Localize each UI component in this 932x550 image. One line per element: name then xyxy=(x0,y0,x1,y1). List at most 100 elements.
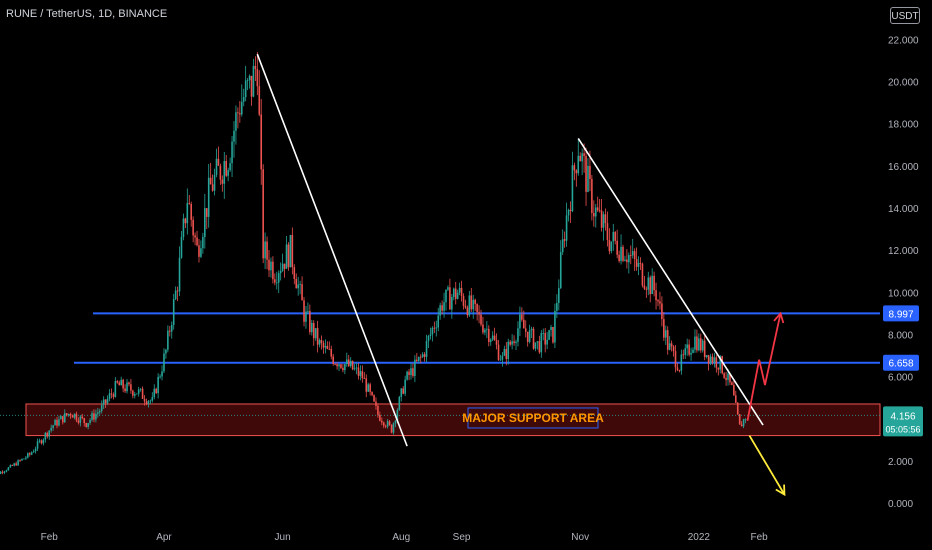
candle-body xyxy=(180,236,183,258)
candle-body xyxy=(108,393,111,399)
candle-body xyxy=(275,282,278,284)
candle-body xyxy=(552,326,554,343)
candle-body xyxy=(558,288,560,303)
candle-body xyxy=(318,340,321,345)
candle-body xyxy=(93,413,95,420)
candle-body xyxy=(604,214,607,224)
candle-body xyxy=(406,371,408,380)
candle-body xyxy=(427,335,430,342)
candle-body xyxy=(668,343,671,350)
y-tick-label: 18.000 xyxy=(888,120,919,131)
candle-body xyxy=(678,370,681,372)
candle-body xyxy=(602,214,605,228)
candle-body xyxy=(246,80,249,81)
candle-body xyxy=(167,330,169,350)
candle-body xyxy=(355,367,358,369)
candle-body xyxy=(137,389,140,394)
candle-body xyxy=(3,471,6,473)
candle-body xyxy=(19,460,21,462)
candle-body xyxy=(143,398,146,402)
candle-body xyxy=(178,257,181,292)
candle-body xyxy=(682,354,685,356)
candle-body xyxy=(579,155,582,162)
candle-body xyxy=(151,397,154,401)
candle-body xyxy=(497,344,500,360)
candle-body xyxy=(256,69,259,87)
candle-body xyxy=(392,423,395,433)
candle-body xyxy=(373,395,375,402)
candle-body xyxy=(524,328,527,332)
candle-body xyxy=(233,130,235,142)
candle-body xyxy=(338,364,340,367)
candle-body xyxy=(71,415,74,418)
candle-body xyxy=(367,384,369,392)
candle-body xyxy=(645,288,648,290)
candle-body xyxy=(176,290,179,292)
x-axis[interactable]: Feb Apr Jun Aug Sep Nov 2022 Feb xyxy=(41,532,769,543)
candle-body xyxy=(386,421,389,427)
candle-body xyxy=(192,219,194,236)
candle-body xyxy=(688,344,690,355)
candle-body xyxy=(495,340,498,345)
candle-body xyxy=(713,357,716,363)
y-tick-label: 0.000 xyxy=(888,499,913,510)
candle-body xyxy=(684,348,687,355)
candle-body xyxy=(198,245,200,257)
candle-body xyxy=(242,97,245,102)
candle-body xyxy=(622,246,624,261)
candle-body xyxy=(699,338,702,351)
y-tick-label: 2.000 xyxy=(888,457,913,468)
candle-body xyxy=(346,359,348,365)
candle-body xyxy=(79,416,82,423)
candle-body xyxy=(433,327,436,329)
candle-body xyxy=(332,356,334,364)
candle-body xyxy=(731,382,733,385)
candle-body xyxy=(305,311,307,322)
candle-body xyxy=(692,349,694,353)
candle-body xyxy=(153,388,156,398)
candle-body xyxy=(445,289,447,303)
candle-body xyxy=(443,302,445,311)
candle-body xyxy=(487,328,490,342)
candle-body xyxy=(596,207,599,211)
candle-body xyxy=(91,413,93,420)
candle-body xyxy=(620,246,622,262)
candle-body xyxy=(394,420,397,424)
candle-body xyxy=(482,324,484,333)
candle-body xyxy=(563,239,566,241)
candle-body xyxy=(83,418,86,423)
candle-body xyxy=(237,112,239,114)
candle-body xyxy=(618,254,620,262)
candle-body xyxy=(431,327,434,335)
candle-body xyxy=(674,351,677,368)
candle-body xyxy=(132,390,134,396)
candle-body xyxy=(27,453,29,458)
candle-body xyxy=(690,352,692,355)
candle-body xyxy=(30,452,33,455)
candle-body xyxy=(1,471,4,473)
currency-button[interactable]: USDT xyxy=(890,7,920,24)
trendline xyxy=(256,53,408,447)
candle-body xyxy=(349,360,352,367)
candle-body xyxy=(635,259,638,267)
candle-body xyxy=(575,170,578,174)
candle-body xyxy=(694,336,696,350)
candle-body xyxy=(454,288,457,299)
candle-body xyxy=(182,218,185,237)
candle-body xyxy=(456,292,459,299)
candle-body xyxy=(25,457,27,459)
candle-body xyxy=(347,359,350,367)
candle-body xyxy=(466,307,469,316)
candle-body xyxy=(614,231,617,241)
candle-body xyxy=(478,312,480,315)
candle-body xyxy=(382,422,385,426)
candle-body xyxy=(725,377,727,380)
candle-body xyxy=(511,341,513,345)
candle-body xyxy=(458,287,461,293)
candle-body xyxy=(365,378,368,392)
candle-body xyxy=(215,158,218,175)
candle-body xyxy=(435,327,438,329)
candle-body xyxy=(643,285,646,289)
candle-body xyxy=(211,184,214,191)
